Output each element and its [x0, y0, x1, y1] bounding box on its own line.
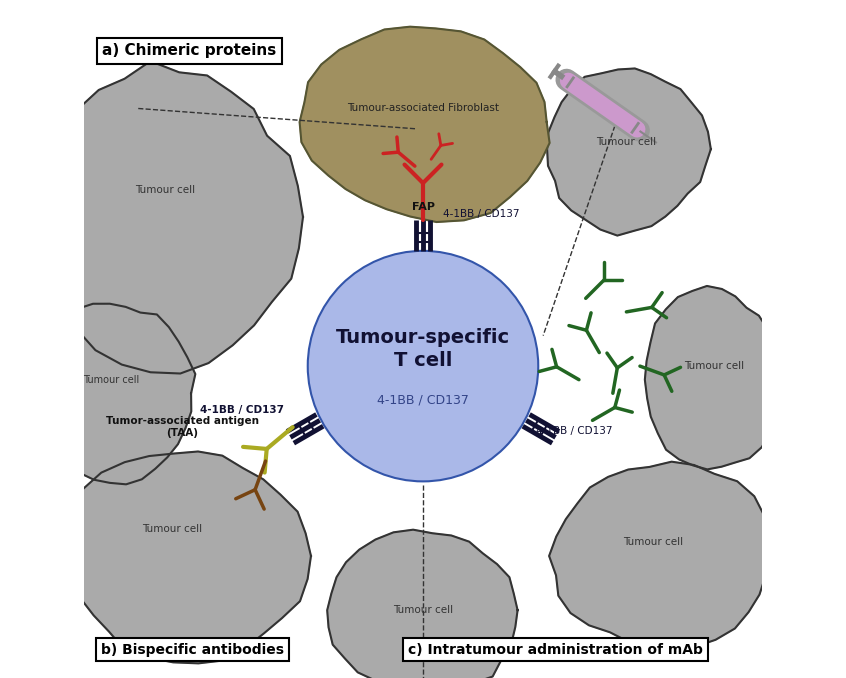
Text: Tumour cell: Tumour cell [596, 138, 656, 147]
Text: c) Intratumour administration of mAb: c) Intratumour administration of mAb [408, 643, 703, 656]
Circle shape [308, 251, 538, 481]
Polygon shape [327, 530, 518, 678]
Text: Tumour cell: Tumour cell [83, 375, 140, 384]
Text: Tumour cell: Tumour cell [684, 361, 744, 371]
Text: 4-1BB / CD137: 4-1BB / CD137 [536, 426, 613, 435]
Polygon shape [645, 286, 783, 469]
Text: a) Chimeric proteins: a) Chimeric proteins [102, 43, 276, 58]
Polygon shape [549, 462, 774, 650]
Text: Tumour-associated Fibroblast: Tumour-associated Fibroblast [347, 104, 499, 113]
Polygon shape [36, 304, 195, 484]
Text: 4-1BB / CD137: 4-1BB / CD137 [443, 209, 519, 218]
Text: Tumor-associated antigen
(TAA): Tumor-associated antigen (TAA) [106, 416, 259, 439]
Text: Tumour cell: Tumour cell [135, 185, 195, 195]
Text: Tumour cell: Tumour cell [393, 605, 453, 615]
Polygon shape [63, 452, 311, 663]
Text: 4-1BB / CD137: 4-1BB / CD137 [377, 393, 469, 407]
Polygon shape [34, 61, 303, 374]
Text: Tumour cell: Tumour cell [142, 524, 202, 534]
Polygon shape [299, 26, 550, 222]
Text: FAP: FAP [411, 202, 435, 212]
Text: 4-1BB / CD137: 4-1BB / CD137 [200, 405, 283, 415]
Text: b) Bispecific antibodies: b) Bispecific antibodies [101, 643, 284, 656]
Polygon shape [547, 68, 711, 235]
Text: Tumour cell: Tumour cell [624, 538, 684, 547]
Text: Tumour-specific
T cell: Tumour-specific T cell [336, 328, 510, 370]
